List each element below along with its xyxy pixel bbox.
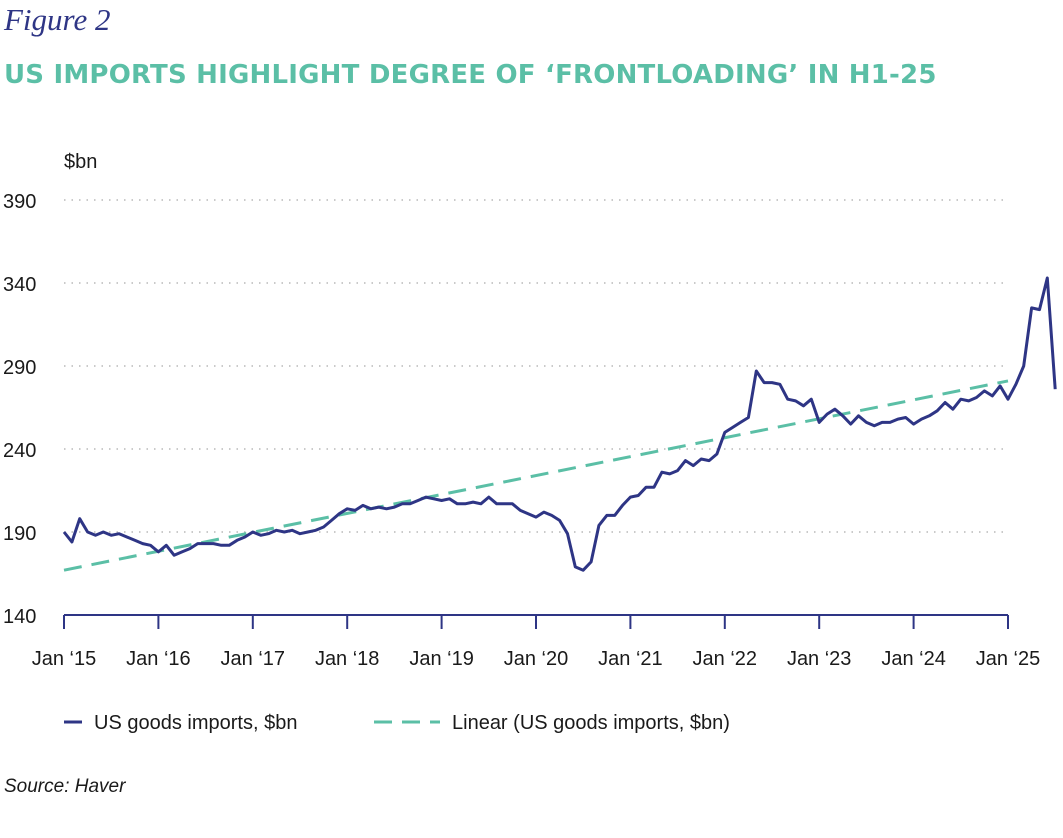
x-tick-label: Jan ‘17 (221, 648, 286, 670)
series-us-goods-imports (62, 276, 1057, 572)
gridlines (64, 199, 1008, 533)
series-layer (62, 276, 1057, 572)
x-tick-label: Jan ‘24 (881, 648, 946, 670)
y-tick-label: 290 (3, 357, 36, 379)
y-tick-labels: 140 190 240 290 340 390 (3, 191, 36, 628)
axes (63, 614, 1009, 629)
y-tick-label: 140 (3, 606, 36, 628)
source-note: Source: Haver (4, 776, 126, 797)
y-tick-label: 240 (3, 440, 36, 462)
x-tick-labels: Jan ‘15 Jan ‘16 Jan ‘17 Jan ‘18 Jan ‘19 Jan ‘… (32, 648, 1041, 670)
x-tick-label: Jan ‘23 (787, 648, 852, 670)
x-tick-label: Jan ‘16 (126, 648, 191, 670)
x-tick-label: Jan ‘21 (598, 648, 663, 670)
series-linear-trend (63, 379, 1009, 572)
legend-label-linear: Linear (US goods imports, $bn) (452, 712, 730, 734)
y-tick-label: 340 (3, 274, 36, 296)
legend-label-imports: US goods imports, $bn (94, 712, 297, 734)
y-tick-label: 390 (3, 191, 36, 213)
x-tick-label: Jan ‘19 (409, 648, 474, 670)
chart-title: US IMPORTS HIGHLIGHT DEGREE OF ‘FRONTLOA… (4, 60, 937, 90)
y-tick-label: 190 (3, 523, 36, 545)
x-tick-label: Jan ‘15 (32, 648, 97, 670)
y-axis-label: $bn (64, 151, 97, 173)
x-tick-label: Jan ‘20 (504, 648, 569, 670)
figure-label: Figure 2 (4, 2, 111, 37)
x-tick-label: Jan ‘25 (976, 648, 1041, 670)
legend: US goods imports, $bn Linear (US goods i… (64, 712, 730, 734)
x-tick-label: Jan ‘18 (315, 648, 380, 670)
x-tick-label: Jan ‘22 (693, 648, 758, 670)
